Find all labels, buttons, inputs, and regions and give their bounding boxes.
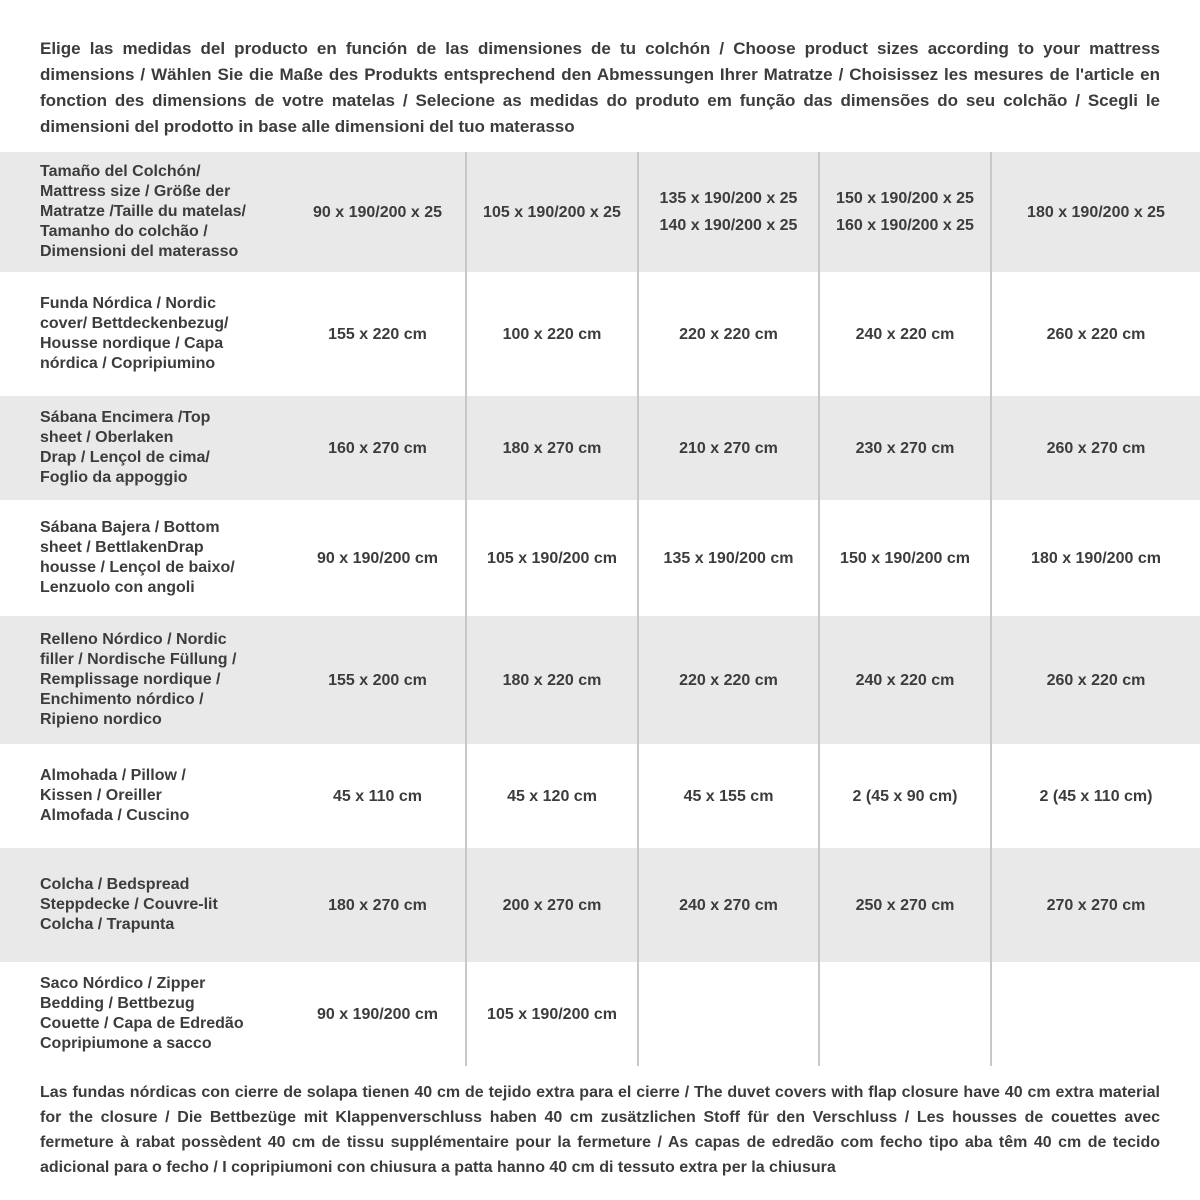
table-header-row: Tamaño del Colchón/ Mattress size / Größ… (0, 152, 1200, 272)
size-value-cell: 240 x 270 cm (637, 848, 818, 962)
size-value-cell: 105 x 190/200 cm (465, 500, 637, 616)
size-value-cell: 90 x 190/200 cm (317, 1005, 438, 1023)
row-label-cell: Tamaño del Colchón/ Mattress size / Größ… (40, 163, 246, 260)
size-value-cell: 270 x 270 cm (990, 848, 1200, 962)
row-label-cell: Colcha / Bedspread Steppdecke / Couvre-l… (40, 876, 218, 933)
table-row: Funda Nórdica / Nordic cover/ Bettdecken… (0, 272, 1200, 396)
size-value-cell: 260 x 220 cm (990, 272, 1200, 396)
size-value-cell: 45 x 155 cm (637, 744, 818, 848)
size-value-cell: 45 x 110 cm (333, 787, 422, 805)
size-value-cell: 155 x 200 cm (328, 671, 427, 689)
table-row: Almohada / Pillow / Kissen / Oreiller Al… (0, 744, 1200, 848)
size-value-cell: 2 (45 x 90 cm) (818, 744, 990, 848)
size-value-cell: 135 x 190/200 cm (637, 500, 818, 616)
row-label-cell: Saco Nórdico / Zipper Bedding / Bettbezu… (40, 975, 244, 1052)
size-value-cell: 2 (45 x 110 cm) (990, 744, 1200, 848)
size-value-cell: 180 x 190/200 x 25 (990, 152, 1200, 272)
size-value-cell: 260 x 220 cm (990, 616, 1200, 744)
size-value-cell: 100 x 220 cm (465, 272, 637, 396)
row-label-cell: Almohada / Pillow / Kissen / Oreiller Al… (40, 767, 190, 824)
size-value-cell: 220 x 220 cm (637, 272, 818, 396)
size-value-cell: 220 x 220 cm (637, 616, 818, 744)
table-row: Relleno Nórdico / Nordic filler / Nordis… (0, 616, 1200, 744)
table-row: Sábana Bajera / Bottom sheet / Bettlaken… (0, 500, 1200, 616)
size-value-cell: 135 x 190/200 x 25 140 x 190/200 x 25 (637, 152, 818, 272)
size-value-cell: 180 x 220 cm (465, 616, 637, 744)
table-row: Sábana Encimera /Top sheet / Oberlaken D… (0, 396, 1200, 500)
size-value-cell: 180 x 190/200 cm (990, 500, 1200, 616)
size-value-cell (818, 962, 990, 1066)
size-value-cell (990, 962, 1200, 1066)
size-value-cell: 90 x 190/200 x 25 (312, 203, 442, 221)
size-value-cell: 45 x 120 cm (465, 744, 637, 848)
size-value-cell: 260 x 270 cm (990, 396, 1200, 500)
size-value-cell: 240 x 220 cm (818, 272, 990, 396)
footnote-text: Las fundas nórdicas con cierre de solapa… (40, 1084, 1160, 1176)
table-row: Saco Nórdico / Zipper Bedding / Bettbezu… (0, 962, 1200, 1066)
size-value-cell: 200 x 270 cm (465, 848, 637, 962)
intro-text: Elige las medidas del producto en funció… (40, 39, 1160, 136)
size-value-cell: 105 x 190/200 x 25 (465, 152, 637, 272)
row-label-cell: Sábana Bajera / Bottom sheet / Bettlaken… (40, 519, 235, 596)
size-value-cell: 150 x 190/200 x 25 160 x 190/200 x 25 (818, 152, 990, 272)
size-value-cell: 180 x 270 cm (465, 396, 637, 500)
row-label-cell: Funda Nórdica / Nordic cover/ Bettdecken… (40, 295, 229, 372)
size-value-cell: 90 x 190/200 cm (317, 549, 438, 567)
size-value-cell: 250 x 270 cm (818, 848, 990, 962)
table-row: Colcha / Bedspread Steppdecke / Couvre-l… (0, 848, 1200, 962)
row-label-cell: Sábana Encimera /Top sheet / Oberlaken D… (40, 409, 211, 486)
size-value-cell: 240 x 220 cm (818, 616, 990, 744)
size-value-cell: 160 x 270 cm (328, 439, 427, 457)
size-value-cell: 230 x 270 cm (818, 396, 990, 500)
size-value-cell: 155 x 220 cm (328, 325, 427, 343)
size-value-cell: 150 x 190/200 cm (818, 500, 990, 616)
size-value-cell: 105 x 190/200 cm (465, 962, 637, 1066)
row-label-cell: Relleno Nórdico / Nordic filler / Nordis… (40, 631, 237, 728)
size-value-cell: 210 x 270 cm (637, 396, 818, 500)
size-table: Tamaño del Colchón/ Mattress size / Größ… (0, 152, 1200, 1066)
size-value-cell (637, 962, 818, 1066)
size-value-cell: 180 x 270 cm (328, 896, 427, 914)
